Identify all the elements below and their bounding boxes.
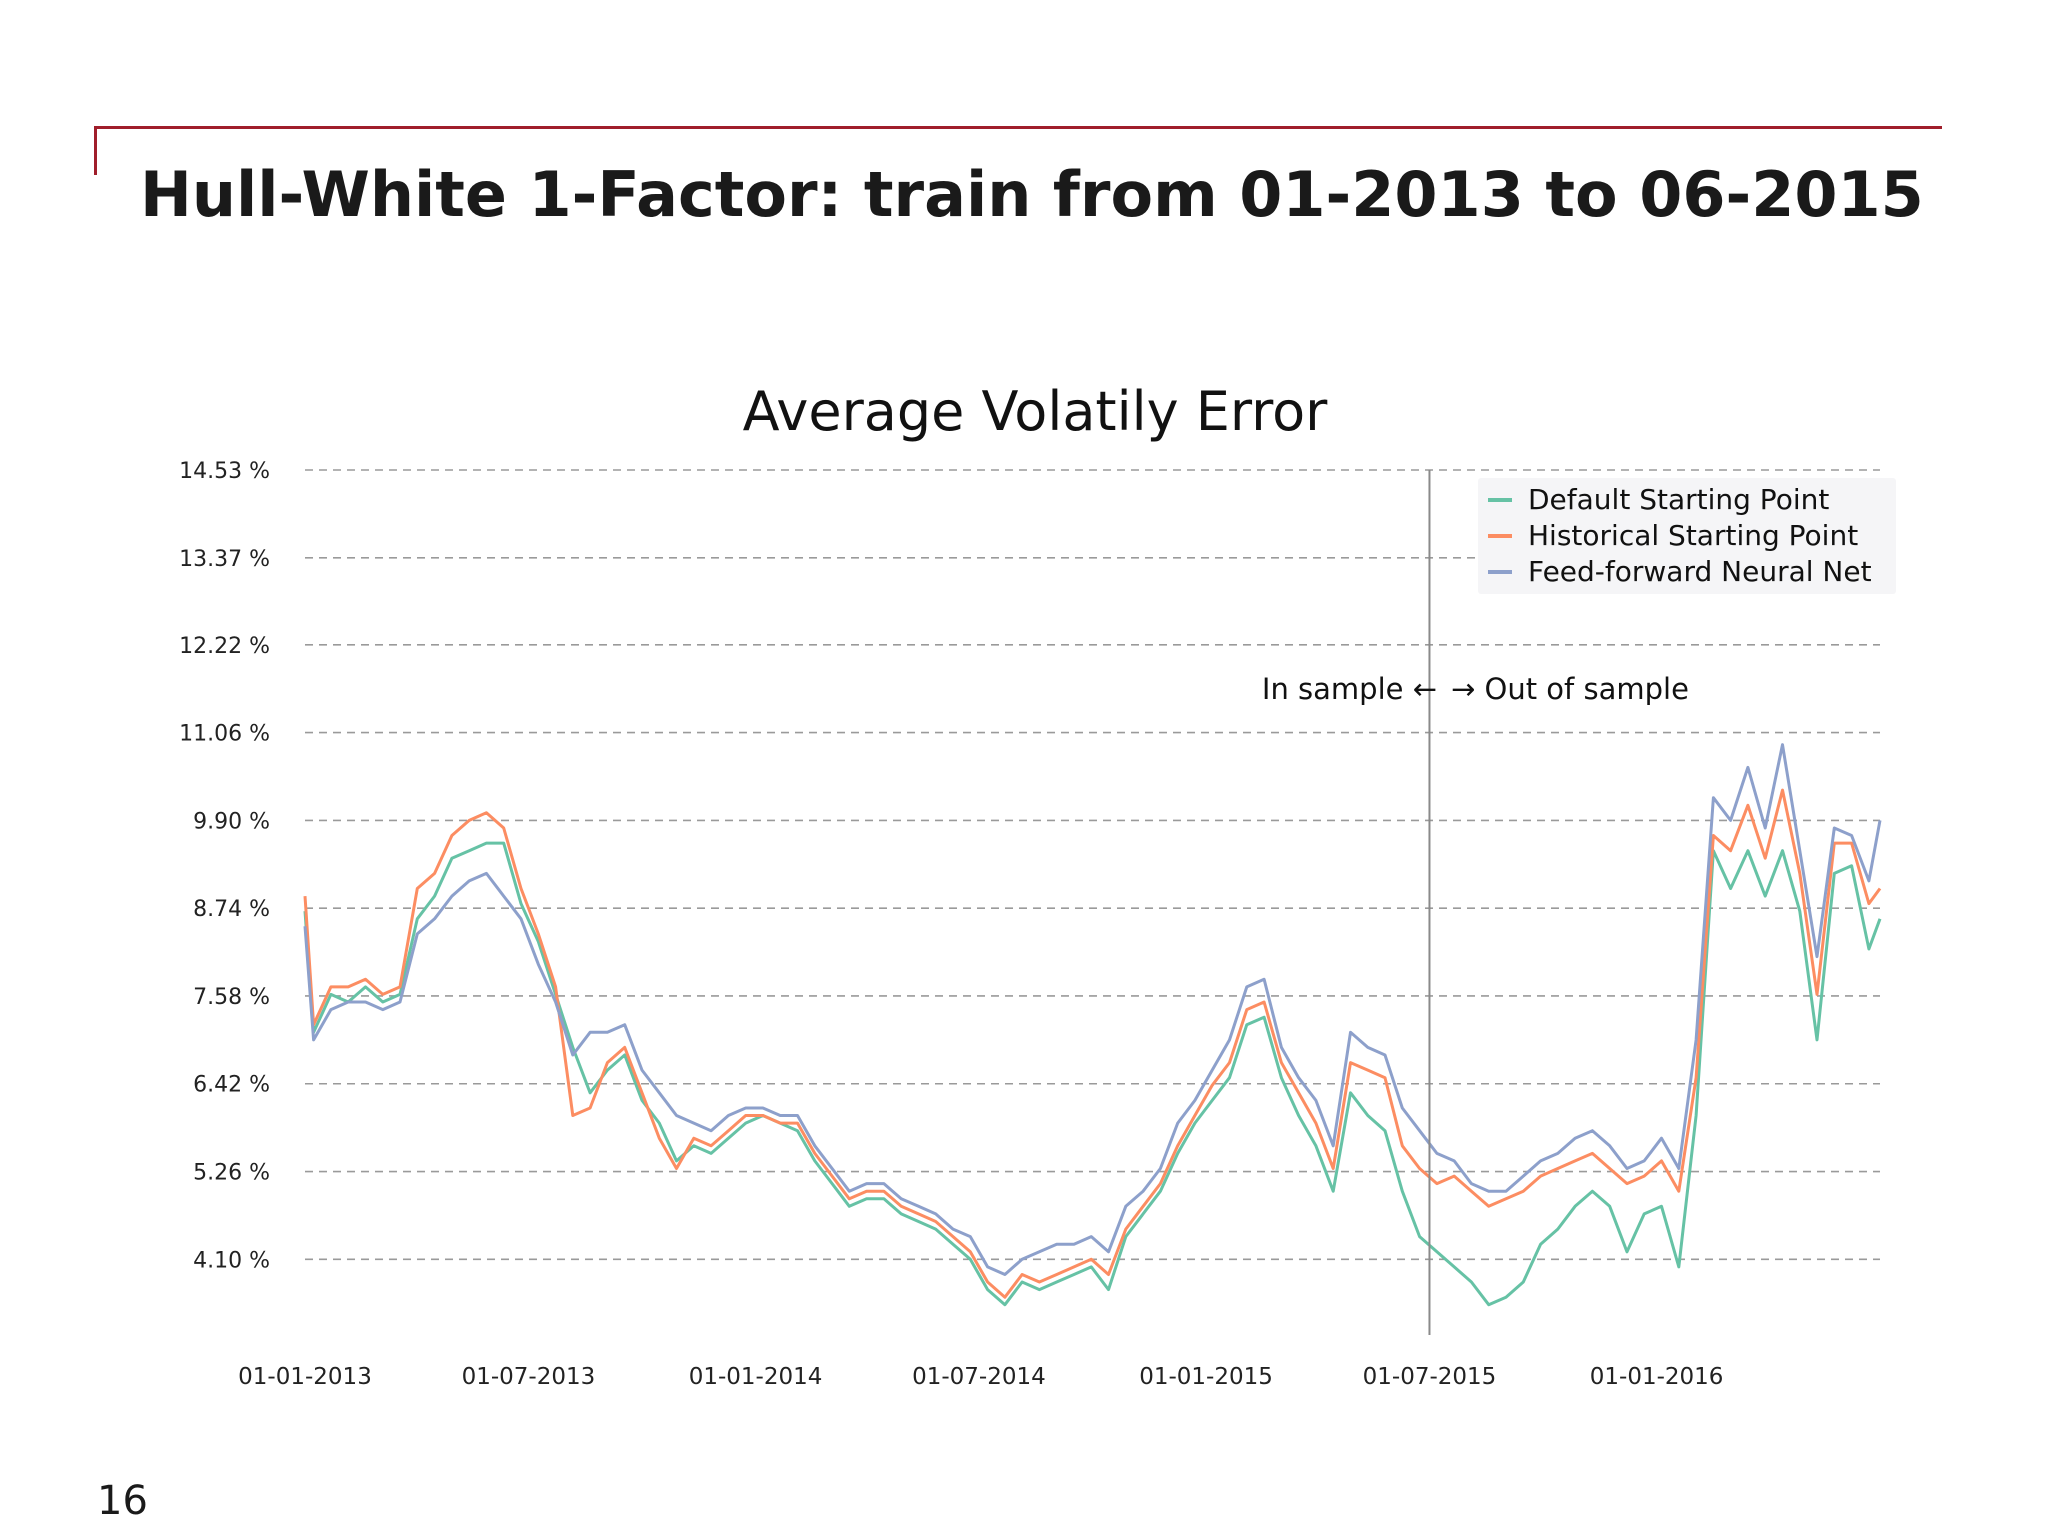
y-tick-label: 7.58 % bbox=[193, 985, 270, 1010]
series-line-2 bbox=[303, 743, 1882, 1276]
y-tick-label: 8.74 % bbox=[193, 897, 270, 922]
x-tick-label: 01-07-2014 bbox=[912, 1364, 1046, 1390]
x-tick-label: 01-01-2013 bbox=[238, 1364, 372, 1390]
legend-box bbox=[1478, 478, 1896, 594]
header-rule bbox=[94, 126, 1942, 129]
legend-label: Historical Starting Point bbox=[1528, 519, 1858, 552]
page-number: 16 bbox=[97, 1478, 148, 1524]
x-tick-label: 01-07-2015 bbox=[1363, 1364, 1497, 1390]
legend-label: Feed-forward Neural Net bbox=[1528, 555, 1872, 588]
legend-label: Default Starting Point bbox=[1528, 483, 1829, 516]
y-tick-label: 9.90 % bbox=[193, 809, 270, 834]
x-tick-label: 01-07-2013 bbox=[462, 1364, 596, 1390]
y-tick-label: 5.26 % bbox=[193, 1161, 270, 1186]
y-tick-label: 6.42 % bbox=[193, 1073, 270, 1098]
in-sample-label: In sample ← bbox=[1262, 672, 1437, 706]
x-axis-ticks: 01-01-2013 01-07-2013 01-01-2014 01-07-2014… bbox=[238, 1364, 1723, 1390]
slide-title: Hull-White 1-Factor: train from 01-2013 … bbox=[140, 158, 1924, 231]
x-tick-label: 01-01-2015 bbox=[1139, 1364, 1273, 1390]
y-tick-label: 12.22 % bbox=[179, 634, 270, 659]
x-tick-label: 01-01-2014 bbox=[689, 1364, 823, 1390]
out-of-sample-label: → Out of sample bbox=[1451, 672, 1689, 706]
y-tick-label: 4.10 % bbox=[193, 1248, 270, 1273]
x-tick-label: 01-01-2016 bbox=[1590, 1364, 1724, 1390]
header-rule-corner bbox=[94, 126, 97, 175]
series-line-1 bbox=[303, 788, 1882, 1299]
y-tick-label: 13.37 % bbox=[179, 547, 270, 572]
y-tick-label: 14.53 % bbox=[179, 459, 270, 484]
series-group bbox=[303, 743, 1882, 1307]
series-line-0 bbox=[303, 841, 1882, 1307]
y-axis-ticks: 4.10 % 5.26 % 6.42 % 7.58 % 8.74 % 9.90 % 11.0… bbox=[179, 459, 270, 1273]
y-tick-label: 11.06 % bbox=[179, 722, 270, 747]
chart-title: Average Volatily Error bbox=[743, 380, 1329, 443]
